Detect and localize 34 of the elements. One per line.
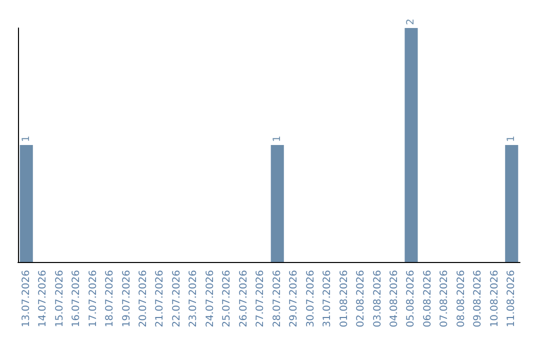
x-tick-label: 18.07.2026: [104, 270, 116, 328]
x-tick-label: 25.07.2026: [222, 270, 233, 328]
x-tick-label: 24.07.2026: [204, 270, 216, 328]
x-tick-label: 14.07.2026: [38, 270, 49, 328]
x-tick-label: 03.08.2026: [372, 270, 384, 328]
x-tick-label: 21.07.2026: [154, 270, 166, 328]
x-tick-label: 02.08.2026: [356, 270, 367, 328]
x-tick-label: 23.07.2026: [188, 270, 200, 328]
x-tick-label: 09.08.2026: [472, 270, 484, 328]
x-tick-label: 29.07.2026: [288, 270, 300, 328]
x-tick-label: 16.07.2026: [71, 270, 82, 328]
x-tick-label: 30.07.2026: [305, 270, 316, 328]
data-label: 2: [406, 18, 417, 25]
x-tick-label: 04.08.2026: [389, 270, 400, 328]
x-tick-label: 10.08.2026: [489, 270, 500, 328]
data-label: 1: [272, 136, 283, 142]
x-tick-label: 05.08.2026: [406, 270, 417, 328]
data-label: 1: [20, 136, 32, 142]
x-tick-label: 07.08.2026: [439, 270, 450, 328]
x-tick-label: 26.07.2026: [238, 270, 250, 328]
x-tick-label: 27.07.2026: [255, 270, 266, 328]
x-tick-label: 13.07.2026: [20, 270, 32, 328]
data-label: 1: [506, 136, 518, 142]
x-tick-label: 17.07.2026: [88, 270, 99, 328]
x-tick-label: 06.08.2026: [422, 270, 434, 328]
x-tick-label: 08.08.2026: [456, 270, 467, 328]
x-tick-label: 19.07.2026: [121, 270, 132, 328]
x-tick-label: 15.07.2026: [54, 270, 66, 328]
x-tick-label: 31.07.2026: [322, 270, 334, 328]
x-tick-label: 20.07.2026: [138, 270, 149, 328]
x-tick-label: 01.08.2026: [338, 270, 350, 328]
x-tick-label: 22.07.2026: [171, 270, 182, 328]
x-tick-label: 28.07.2026: [272, 270, 283, 328]
x-tick-label: 11.08.2026: [506, 270, 518, 328]
